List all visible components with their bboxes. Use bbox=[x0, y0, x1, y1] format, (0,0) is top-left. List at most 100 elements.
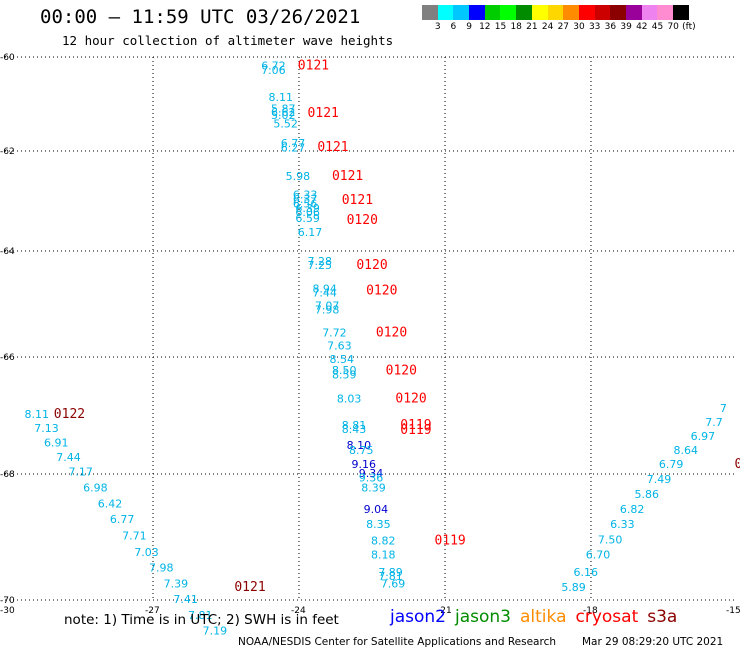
swh-value-label: 7.06 bbox=[261, 64, 286, 77]
swh-value-label: 6.97 bbox=[691, 430, 716, 443]
swh-value-label: 8.75 bbox=[349, 444, 374, 457]
footer-note: note: 1) Time is in UTC; 2) SWH is in fe… bbox=[64, 612, 339, 628]
map-grid bbox=[5, 56, 737, 601]
swh-value-label: 6.72 bbox=[261, 60, 286, 73]
swh-value-label: 7.13 bbox=[34, 422, 59, 435]
date-stamp-label: 0121 bbox=[342, 193, 373, 208]
color-scale-swatch bbox=[531, 5, 548, 20]
date-stamp-label: 0120 bbox=[386, 364, 417, 379]
color-scale-swatch bbox=[547, 5, 564, 20]
swh-value-label: 6.91 bbox=[44, 437, 69, 450]
longitude-tick-label: -30 bbox=[0, 606, 15, 616]
longitude-tick-label: -27 bbox=[145, 606, 160, 616]
page-subtitle: 12 hour collection of altimeter wave hei… bbox=[62, 33, 394, 48]
swh-value-label: 6.33 bbox=[610, 518, 635, 531]
swh-value-label: 7.50 bbox=[598, 533, 623, 546]
color-scale-tick-label: 42 bbox=[636, 22, 648, 32]
swh-value-label: 6.16 bbox=[574, 566, 599, 579]
color-scale-tick-label: 36 bbox=[604, 22, 617, 32]
footer-credit: NOAA/NESDIS Center for Satellite Applica… bbox=[238, 636, 556, 648]
legend-item-cryosat: cryosat bbox=[575, 607, 639, 627]
swh-value-label: 8.35 bbox=[366, 518, 391, 531]
swh-value-label: 6.42 bbox=[98, 497, 123, 510]
swh-value-label: 6.39 bbox=[295, 202, 320, 215]
date-stamp-label: 0120 bbox=[366, 283, 397, 298]
legend-item-altika: altika bbox=[520, 607, 567, 627]
swh-value-label: 7.81 bbox=[188, 609, 213, 622]
longitude-tick-label: -18 bbox=[583, 606, 598, 616]
swh-value-label: 7.7 bbox=[705, 416, 723, 429]
color-scale-swatch bbox=[657, 5, 673, 20]
swh-value-label: 5.98 bbox=[286, 170, 311, 183]
swh-value-label: 7.25 bbox=[308, 259, 333, 272]
swh-value-label: 9.04 bbox=[364, 503, 389, 516]
color-scale-tick-label: 27 bbox=[557, 22, 570, 32]
color-scale-tick-label: 18 bbox=[510, 22, 522, 32]
swh-value-label: 8.43 bbox=[342, 423, 367, 436]
swh-value-label: 6.77 bbox=[281, 137, 306, 150]
swh-value-label: 6.17 bbox=[298, 226, 323, 239]
swh-value-label: 6.82 bbox=[620, 503, 645, 516]
swh-value-label: 5.52 bbox=[273, 118, 298, 131]
swh-value-label: 7.28 bbox=[308, 255, 333, 268]
date-stamp-label: 0121 bbox=[308, 106, 339, 121]
color-scale-swatch bbox=[673, 5, 689, 20]
swh-value-label: 5.89 bbox=[561, 581, 586, 594]
longitude-tick-label: -15 bbox=[726, 606, 740, 616]
swh-value-label: 9.34 bbox=[359, 467, 384, 480]
color-scale-swatch bbox=[484, 5, 501, 20]
longitude-tick-label: -24 bbox=[291, 606, 306, 616]
swh-value-label: 8.82 bbox=[371, 535, 396, 548]
color-scale-swatch bbox=[563, 5, 579, 20]
swh-value-label: 7.39 bbox=[164, 577, 189, 590]
swh-value-label: 8.11 bbox=[269, 91, 294, 104]
swh-value-label: 7.81 bbox=[378, 570, 403, 583]
swh-value-label: 8.10 bbox=[347, 439, 372, 452]
color-scale-swatch bbox=[437, 5, 454, 20]
color-scale-tick-label: 39 bbox=[620, 22, 632, 32]
swh-value-label: 8.59 bbox=[332, 369, 357, 382]
color-scale-tick-label: 70 bbox=[667, 22, 679, 32]
color-scale-swatch bbox=[594, 5, 611, 20]
swh-value-label: 7.71 bbox=[122, 530, 146, 543]
color-scale-tick-label: 6 bbox=[450, 22, 457, 32]
color-scale-tick-label: 30 bbox=[573, 22, 585, 32]
date-stamp-label: 0120 bbox=[395, 392, 426, 407]
swh-value-label: 6.79 bbox=[659, 458, 684, 471]
latitude-tick-label: -60 bbox=[0, 53, 15, 63]
swh-value-label: 7.69 bbox=[381, 577, 406, 590]
swh-value-label: 8.18 bbox=[371, 548, 396, 561]
swh-value-label: 6.56 bbox=[293, 198, 318, 211]
swh-value-label: 7.63 bbox=[327, 340, 352, 353]
swh-value-label: 7.72 bbox=[322, 326, 347, 339]
swh-value-label: 6.06 bbox=[295, 206, 320, 219]
color-scale-tick-label: 24 bbox=[541, 22, 554, 32]
date-stamp-label: 0121 bbox=[317, 140, 348, 155]
color-scale-swatch bbox=[641, 5, 658, 20]
swh-value-label: 9.16 bbox=[351, 458, 376, 471]
date-stamp-label: 0122 bbox=[54, 407, 85, 422]
color-scale-swatch bbox=[610, 5, 626, 20]
swh-value-label: 6.98 bbox=[83, 482, 108, 495]
color-scale-swatch bbox=[422, 5, 438, 20]
color-scale-swatch bbox=[500, 5, 517, 20]
date-stamp-label: 0119 bbox=[400, 423, 431, 438]
swh-value-label: 7.19 bbox=[203, 625, 228, 638]
satellite-legend: jason2 jason3 altika cryosat s3a bbox=[390, 607, 686, 627]
color-scale-tick-label: 9 bbox=[466, 22, 472, 32]
swh-value-label: 7.49 bbox=[647, 473, 672, 486]
date-stamp-label: 0120 bbox=[347, 213, 378, 228]
latitude-tick-label: -68 bbox=[0, 470, 15, 480]
swh-value-label: 7.41 bbox=[173, 593, 198, 606]
swh-value-label: 7.44 bbox=[56, 451, 81, 464]
color-scale-swatch bbox=[516, 5, 532, 20]
axis-labels: -30 -27 -24 -21 -18 -15 -60 -62 -64 -66 -68 -70 bbox=[0, 53, 740, 616]
footer-timestamp: Mar 29 08:29:20 UTC 2021 bbox=[582, 636, 724, 648]
color-scale-tick-label: 15 bbox=[494, 22, 507, 32]
color-scale-swatch bbox=[453, 5, 470, 20]
swh-value-label: 6.62 bbox=[271, 106, 296, 119]
swh-value-label: 8.03 bbox=[337, 393, 362, 406]
date-stamp-label: 0121 bbox=[332, 169, 363, 184]
swh-value-label: 8.64 bbox=[674, 444, 699, 457]
color-scale-tick-label: 3 bbox=[434, 22, 441, 32]
